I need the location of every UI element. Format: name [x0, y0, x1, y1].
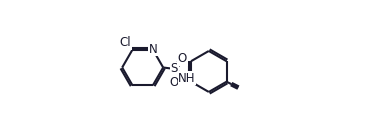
Text: N: N [149, 43, 158, 56]
Text: S: S [171, 62, 178, 75]
Text: NH: NH [178, 72, 196, 85]
Text: Cl: Cl [119, 36, 131, 49]
Text: O: O [178, 52, 187, 65]
Text: O: O [170, 76, 179, 89]
